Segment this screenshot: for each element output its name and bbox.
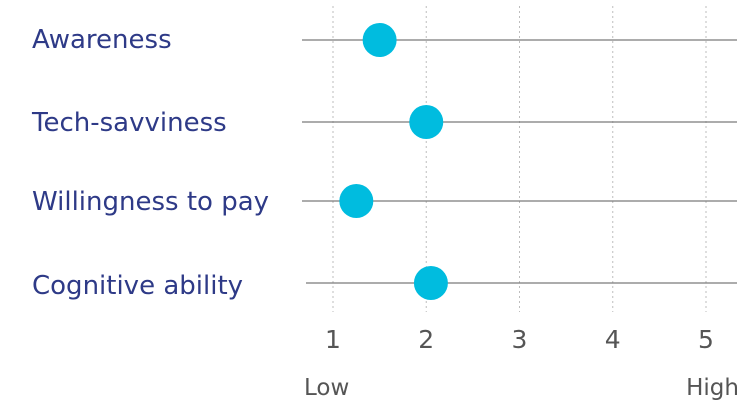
category-labels: Awareness Tech-savviness Willingness to pa… [31, 25, 269, 301]
category-label-cognitive-ability: Cognitive ability [32, 271, 243, 301]
x-tick-label-4: 4 [605, 325, 621, 354]
scale-low-label: Low [304, 375, 349, 401]
data-point-tech-savviness [409, 105, 444, 139]
grid-lines [332, 6, 707, 312]
x-tick-label-3: 3 [512, 325, 528, 354]
category-label-awareness: Awareness [32, 25, 172, 55]
x-tick-label-2: 2 [418, 325, 434, 354]
data-point-willingness-to-pay [339, 184, 374, 218]
data-points [339, 23, 448, 300]
x-tick-labels: 1 2 3 4 5 [325, 325, 714, 354]
x-tick-label-1: 1 [325, 325, 341, 354]
category-label-tech-savviness: Tech-savviness [31, 108, 227, 138]
data-point-awareness [362, 23, 397, 57]
x-tick-label-5: 5 [698, 325, 714, 354]
data-point-cognitive-ability [413, 266, 448, 300]
scale-high-label: High [686, 375, 739, 401]
category-label-willingness-to-pay: Willingness to pay [32, 187, 269, 217]
